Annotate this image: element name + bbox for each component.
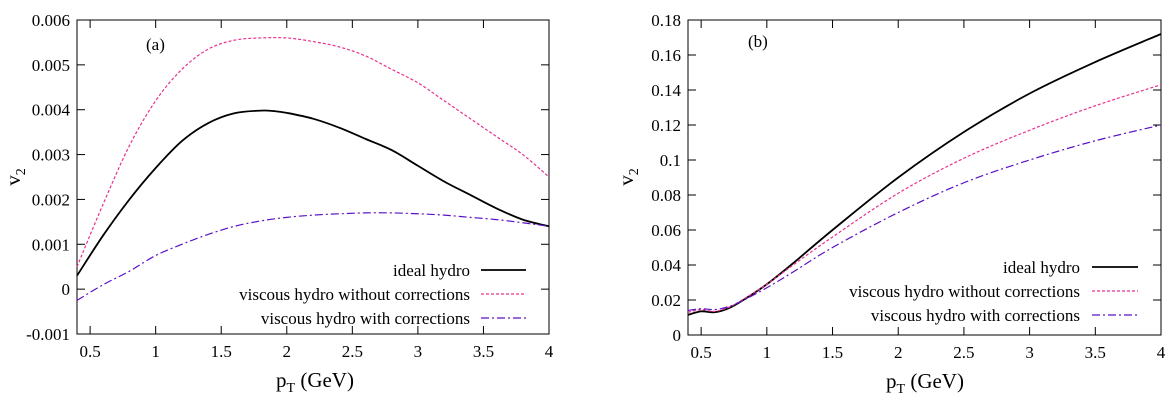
legend: ideal hydro viscous hydro without correc… <box>239 261 526 328</box>
y-tick-label: 0.003 <box>32 146 70 165</box>
y-tick-label: 0.06 <box>651 221 681 240</box>
x-tick-label: 3 <box>414 342 423 361</box>
y-tick-label: -0.001 <box>26 325 70 344</box>
legend: ideal hydro viscous hydro without correc… <box>849 258 1138 325</box>
series-lines <box>687 33 1162 316</box>
legend-label-ideal: ideal hydro <box>1003 258 1080 277</box>
legend-label-without: viscous hydro without corrections <box>849 282 1080 301</box>
y-tick-label: 0.16 <box>651 46 681 65</box>
y-tick-label: 0.14 <box>651 81 681 100</box>
x-tick-label: 0.5 <box>691 343 712 362</box>
series-line-without <box>687 84 1162 313</box>
legend-label-ideal: ideal hydro <box>393 261 470 280</box>
x-axis-label: pT (GeV) <box>886 369 964 397</box>
series-line-ideal <box>687 33 1162 316</box>
x-tick-label: 3 <box>1025 343 1034 362</box>
chart-panel-b: 0 0.02 0.04 0.06 0.08 0.1 0.12 0.14 0.16 0.18 0.5… <box>614 11 1166 397</box>
y-axis-label: v2 <box>1 168 29 186</box>
series-line-with <box>76 212 550 301</box>
legend-label-with: viscous hydro with corrections <box>261 309 470 328</box>
y-tick-label: 0.005 <box>32 56 70 75</box>
legend-label-with: viscous hydro with corrections <box>871 306 1080 325</box>
y-tick-label: 0.001 <box>32 235 70 254</box>
x-ticks: 0.5 1 1.5 2 2.5 3 3.5 4 <box>691 20 1166 362</box>
x-tick-label: 2 <box>283 342 292 361</box>
y-tick-label: 0.12 <box>651 116 681 135</box>
y-tick-label: 0.002 <box>32 190 70 209</box>
series-line-ideal <box>76 109 550 277</box>
y-axis-label: v2 <box>614 168 642 186</box>
chart-panel-a: -0.001 0 0.001 0.002 0.003 0.004 0.005 0.006 0.… <box>1 11 554 396</box>
y-tick-label: 0.04 <box>651 256 681 275</box>
y-tick-label: 0 <box>673 326 682 345</box>
x-tick-label: 3.5 <box>473 342 494 361</box>
panel-label: (b) <box>748 32 768 51</box>
y-tick-label: 0.004 <box>32 101 71 120</box>
series-line-without <box>76 36 550 267</box>
series-lines <box>76 36 550 301</box>
x-tick-label: 1.5 <box>822 343 843 362</box>
y-ticks: -0.001 0 0.001 0.002 0.003 0.004 0.005 0.006 <box>26 11 549 344</box>
y-tick-label: 0.08 <box>651 186 681 205</box>
plot-frame <box>687 19 1162 336</box>
legend-label-without: viscous hydro without corrections <box>239 285 470 304</box>
x-tick-label: 1 <box>151 342 160 361</box>
x-axis-label: pT (GeV) <box>276 368 354 396</box>
x-tick-label: 2 <box>894 343 903 362</box>
panel-label: (a) <box>146 35 165 54</box>
x-ticks: 0.5 1 1.5 2 2.5 3 3.5 4 <box>79 20 554 361</box>
x-tick-label: 4 <box>1157 343 1166 362</box>
y-tick-label: 0.18 <box>651 11 681 30</box>
x-tick-label: 2.5 <box>342 342 363 361</box>
x-tick-label: 2.5 <box>953 343 974 362</box>
x-tick-label: 0.5 <box>79 342 100 361</box>
x-tick-label: 1 <box>763 343 772 362</box>
y-tick-label: 0.02 <box>651 291 681 310</box>
x-tick-label: 4 <box>545 342 554 361</box>
x-tick-label: 1.5 <box>211 342 232 361</box>
y-tick-label: 0.1 <box>660 151 681 170</box>
y-tick-label: 0.006 <box>32 11 70 30</box>
y-tick-label: 0 <box>62 280 71 299</box>
x-tick-label: 3.5 <box>1085 343 1106 362</box>
y-ticks: 0 0.02 0.04 0.06 0.08 0.1 0.12 0.14 0.16 0.18 <box>651 11 1161 345</box>
